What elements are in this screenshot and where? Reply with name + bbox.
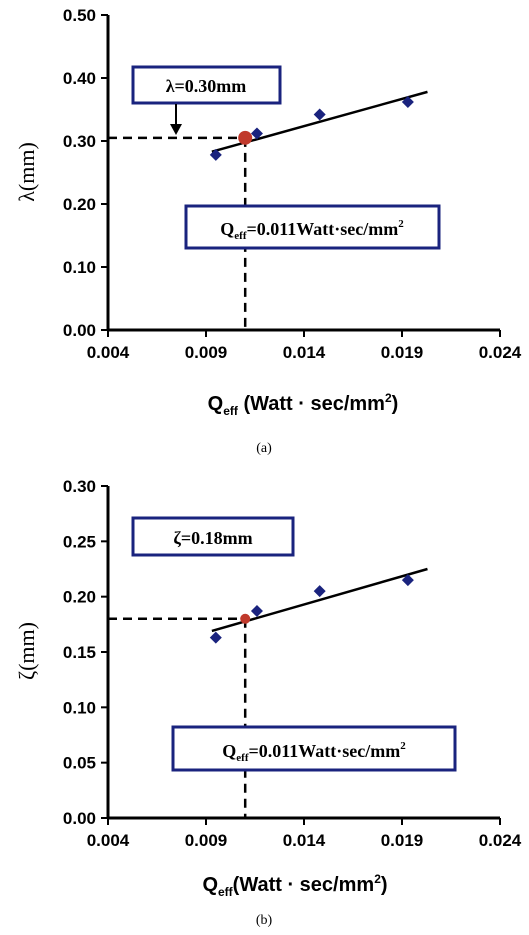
panel-caption-a: (a) — [256, 441, 272, 456]
x-tick-label: 0.014 — [283, 831, 326, 850]
x-axis-label: Qeff(Watt · sec/mm2) — [202, 872, 387, 899]
y-tick-label: 0.10 — [63, 258, 96, 277]
plot-area: 0.000.050.100.150.200.250.30 0.004 0.009 0… — [63, 477, 522, 850]
annotation-arrow — [170, 104, 182, 135]
x-tick-label: 0.019 — [381, 343, 424, 362]
lambda-annotation-text: λ=0.30mm — [166, 76, 247, 96]
highlight-point — [238, 130, 253, 145]
zeta-annotation-text: ζ=0.18mm — [173, 528, 252, 548]
y-tick-label: 0.20 — [63, 195, 96, 214]
qeff-annotation-text: Qeff=0.011Watt·sec/mm2 — [220, 218, 404, 242]
qeff-annotation-box: Qeff=0.011Watt·sec/mm2 — [171, 725, 457, 772]
qeff-annotation-text: Qeff=0.011Watt·sec/mm2 — [222, 740, 406, 764]
panel-caption-b: (b) — [256, 913, 273, 928]
x-tick-group: 0.004 0.009 0.014 0.019 0.024 — [87, 330, 522, 362]
zeta-annotation-box: ζ=0.18mm — [131, 516, 295, 557]
y-tick-label: 0.50 — [63, 6, 96, 25]
y-axis-label: λ(mm) — [14, 142, 39, 202]
lambda-annotation-box: λ=0.30mm — [131, 65, 282, 105]
y-tick-group: 0.00 0.05 0.10 0.15 0.20 0.25 0.30 — [63, 477, 108, 828]
x-tick-label: 0.024 — [479, 831, 522, 850]
highlight-point — [240, 613, 251, 624]
y-tick-label: 0.00 — [63, 321, 96, 340]
data-point-diamond — [313, 108, 326, 121]
chart-panel-b: 0.000.050.100.150.200.250.30 0.004 0.009 0… — [14, 477, 522, 928]
chart-panel-a: 0.00 0.10 0.20 0.30 0.40 0.50 0.004 0.009 0.014… — [14, 6, 522, 456]
y-tick-label: 0.25 — [63, 532, 96, 551]
y-tick-group: 0.00 0.10 0.20 0.30 0.40 0.50 — [63, 6, 108, 340]
x-tick-label: 0.004 — [87, 831, 130, 850]
y-tick-label: 0.00 — [63, 809, 96, 828]
qeff-annotation-box: Qeff=0.011Watt·sec/mm2 — [184, 204, 441, 250]
y-tick-label: 0.30 — [63, 132, 96, 151]
data-points — [209, 574, 414, 644]
data-point-diamond — [313, 585, 326, 598]
data-point-diamond — [401, 574, 414, 587]
x-tick-label: 0.024 — [479, 343, 522, 362]
x-tick-group: 0.004 0.009 0.014 0.019 0.024 — [87, 818, 522, 850]
data-point-diamond — [209, 631, 222, 644]
x-tick-label: 0.014 — [283, 343, 326, 362]
y-tick-label: 0.15 — [63, 643, 96, 662]
y-tick-label: 0.20 — [63, 588, 96, 607]
data-points — [209, 95, 414, 161]
guide-lines — [108, 617, 247, 818]
x-axis-label: Qeff (Watt · sec/mm2) — [208, 391, 399, 418]
y-tick-label: 0.05 — [63, 754, 96, 773]
x-tick-label: 0.019 — [381, 831, 424, 850]
y-axis-label: ζ(mm) — [14, 622, 39, 680]
data-point-diamond — [250, 605, 263, 618]
y-tick-label: 0.30 — [63, 477, 96, 496]
data-point-diamond — [250, 127, 263, 140]
y-tick-label: 0.10 — [63, 698, 96, 717]
plot-area: 0.00 0.10 0.20 0.30 0.40 0.50 0.004 0.009 0.014… — [63, 6, 522, 362]
data-point-diamond — [209, 148, 222, 161]
x-tick-label: 0.009 — [185, 831, 228, 850]
x-tick-label: 0.009 — [185, 343, 228, 362]
x-tick-label: 0.004 — [87, 343, 130, 362]
data-point-diamond — [401, 95, 414, 108]
y-tick-label: 0.40 — [63, 69, 96, 88]
